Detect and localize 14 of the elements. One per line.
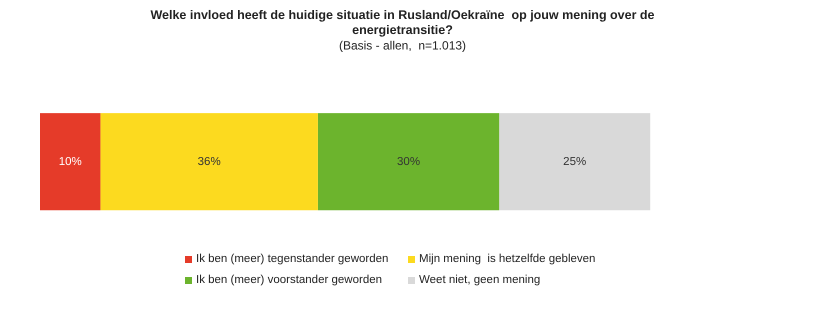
legend-label: Ik ben (meer) voorstander geworden bbox=[196, 274, 382, 286]
chart-title: Welke invloed heeft de huidige situatie in Rusland/Oekraïne op jouw mening over de energietransitie? bbox=[150, 8, 655, 37]
data-label: 25% bbox=[563, 156, 586, 168]
bar bbox=[40, 113, 100, 210]
bar bbox=[100, 113, 318, 210]
legend-label: Weet niet, geen mening bbox=[419, 274, 540, 286]
legend-label: Ik ben (meer) tegenstander geworden bbox=[196, 253, 388, 265]
data-label: 36% bbox=[198, 156, 221, 168]
chart-subtitle: (Basis - allen, n=1.013) bbox=[338, 38, 466, 53]
data-label: 10% bbox=[58, 156, 82, 168]
data-label: 30% bbox=[397, 156, 420, 168]
bar bbox=[318, 113, 500, 210]
bar bbox=[499, 113, 650, 210]
legend-label: Mijn mening is hetzelfde gebleven bbox=[419, 253, 596, 265]
